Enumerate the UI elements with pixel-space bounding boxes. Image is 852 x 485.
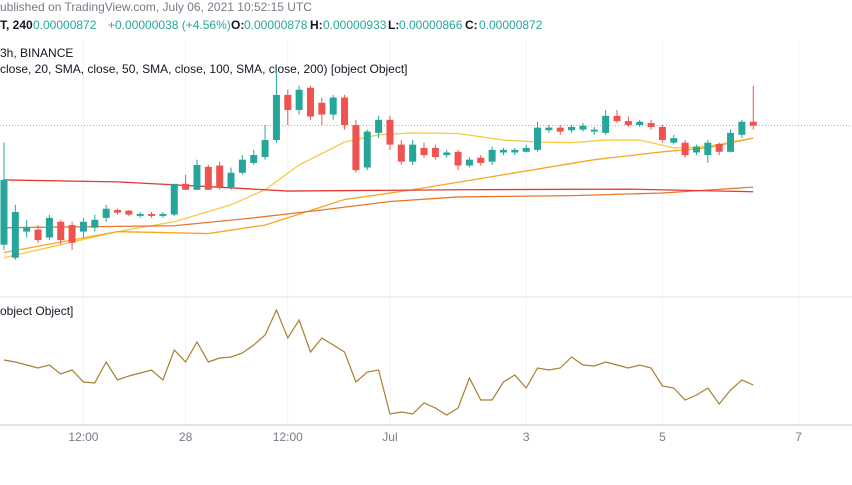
candle-body xyxy=(749,121,757,126)
candle-body xyxy=(454,151,462,166)
candle-body xyxy=(136,213,144,216)
candle-body xyxy=(11,211,19,258)
symbol: T, 240 xyxy=(0,18,33,32)
candle-body xyxy=(125,210,133,215)
candle-body xyxy=(363,131,371,168)
candle-body xyxy=(738,121,746,135)
x-tick-label: 3 xyxy=(523,430,530,444)
candle-body xyxy=(692,146,700,153)
x-tick-label: Jul xyxy=(382,430,397,444)
candle-body xyxy=(23,227,31,232)
sma-line xyxy=(3,186,754,229)
candle-body xyxy=(45,217,53,238)
candle-body xyxy=(568,126,576,131)
candle-body xyxy=(170,183,178,215)
candle-body xyxy=(204,166,212,190)
candle-body xyxy=(318,102,326,115)
candle-body xyxy=(431,147,439,158)
ohlc-value: 0.00000878 xyxy=(244,18,308,32)
indicator-line xyxy=(3,308,754,416)
candle-body xyxy=(681,142,689,156)
sma-line xyxy=(3,137,754,254)
candle-body xyxy=(511,149,519,153)
candle-body xyxy=(250,155,258,163)
candle-body xyxy=(272,94,280,141)
ohlc-label: L: xyxy=(388,18,399,32)
candle-body xyxy=(352,125,360,171)
candle-body xyxy=(443,152,451,156)
candle-body xyxy=(522,147,530,152)
candle-body xyxy=(148,213,156,216)
candle-body xyxy=(329,97,337,115)
ohlc-value: 0.00000872 xyxy=(479,18,543,32)
exchange-label: 3h, BINANCE xyxy=(0,46,73,60)
candle-body xyxy=(227,172,235,188)
candle-body xyxy=(647,123,655,127)
ohlc-value: 0.00000933 xyxy=(323,18,387,32)
ohlc-label: C: xyxy=(465,18,478,32)
candle-body xyxy=(465,159,473,166)
x-tick-label: 28 xyxy=(179,430,193,444)
candle-body xyxy=(624,121,632,126)
candle-body xyxy=(216,165,224,188)
candle-body xyxy=(375,119,383,133)
candle-body xyxy=(57,221,65,241)
candle-body xyxy=(193,164,201,190)
candle-body xyxy=(420,147,428,156)
candle-body xyxy=(341,97,349,126)
candle-body xyxy=(306,87,314,117)
candle-body xyxy=(102,208,110,218)
candle-body xyxy=(545,127,553,131)
indicator-label: close, 20, SMA, close, 50, SMA, close, 1… xyxy=(0,62,408,76)
x-tick-label: 5 xyxy=(659,430,666,444)
candle-body xyxy=(79,221,87,232)
candle-body xyxy=(488,149,496,162)
candle-body xyxy=(113,210,121,213)
candle-body xyxy=(704,142,712,156)
candle-body xyxy=(91,219,99,228)
candle-body xyxy=(534,127,542,150)
candle-body xyxy=(636,121,644,126)
x-tick-label: 12:00 xyxy=(273,430,303,444)
sma-line xyxy=(3,179,754,193)
candle-body xyxy=(182,183,190,190)
candle-body xyxy=(658,126,666,141)
x-tick-label: 7 xyxy=(795,430,802,444)
candle-body xyxy=(34,229,42,241)
candle-body xyxy=(68,225,76,243)
x-tick-label: 12:00 xyxy=(68,430,98,444)
ohlc-label: H: xyxy=(310,18,323,32)
candle-body xyxy=(602,115,610,133)
lower-pane-label: object Object] xyxy=(0,304,73,318)
candle-body xyxy=(579,125,587,130)
candle-body xyxy=(261,140,269,158)
price-change: +0.00000038 (+4.56%) xyxy=(108,18,231,32)
candle-body xyxy=(397,144,405,162)
candle-body xyxy=(727,132,735,152)
ohlc-label: O: xyxy=(231,18,244,32)
candle-body xyxy=(590,129,598,132)
candle-body xyxy=(613,115,621,122)
candle-body xyxy=(386,119,394,145)
candle-body xyxy=(0,179,8,245)
last-price: 0.00000872 xyxy=(33,18,97,32)
candle-body xyxy=(295,89,303,110)
ohlc-value: 0.00000866 xyxy=(399,18,463,32)
candle-body xyxy=(284,94,292,110)
candle-body xyxy=(477,157,485,163)
candle-body xyxy=(409,144,417,162)
candle-body xyxy=(556,127,564,132)
candle-body xyxy=(159,213,167,216)
candle-body xyxy=(670,138,678,143)
candle-body xyxy=(715,143,723,152)
published-note: ublished on TradingView.com, July 06, 20… xyxy=(0,0,312,14)
candle-body xyxy=(238,159,246,173)
sma-line xyxy=(3,132,754,259)
candle-body xyxy=(499,149,507,153)
